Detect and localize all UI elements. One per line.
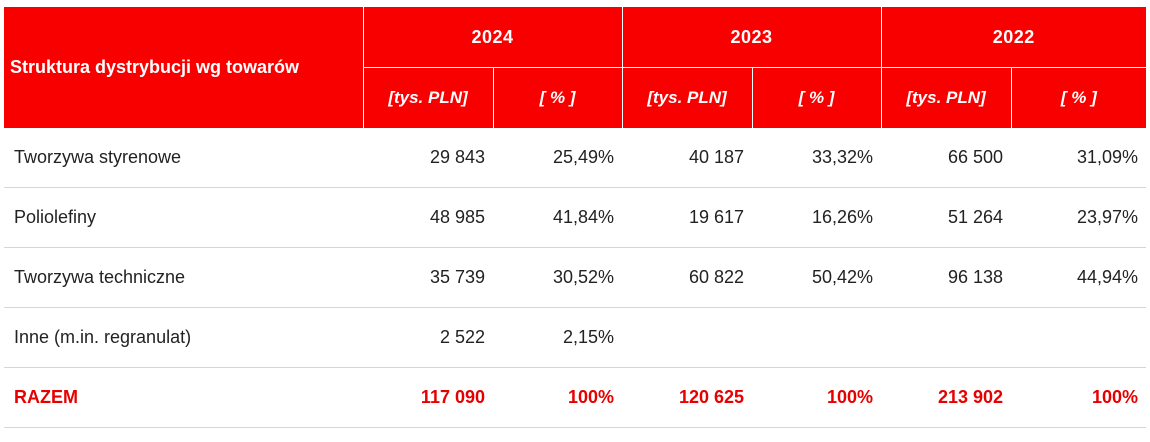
cell-value-2024: 48 985 (363, 187, 493, 248)
cell-value-2024: 29 843 (363, 128, 493, 188)
table-row: Tworzywa techniczne 35 739 30,52% 60 822… (4, 247, 1147, 308)
cell-percent-2024: 25,49% (493, 128, 623, 188)
row-label: Inne (m.in. regranulat) (4, 307, 363, 368)
row-label: Tworzywa techniczne (4, 247, 363, 308)
header-row-years: Struktura dystrybucji wg towarów 2024 20… (4, 7, 1147, 128)
table-row: Poliolefiny 48 985 41,84% 19 617 16,26% … (4, 187, 1147, 248)
unit-header-value-2022: [tys. PLN] (880, 67, 1012, 128)
total-row: RAZEM 117 090 100% 120 625 100% 213 902 … (4, 367, 1147, 428)
distribution-structure-table: Struktura dystrybucji wg towarów 2024 20… (4, 7, 1147, 428)
total-percent-2022: 100% (1011, 367, 1147, 428)
table-row: Inne (m.in. regranulat) 2 522 2,15% (4, 307, 1147, 368)
cell-percent-2023: 33,32% (752, 128, 882, 188)
row-label: Tworzywa styrenowe (4, 128, 363, 188)
cell-value-2022: 96 138 (881, 247, 1012, 308)
total-value-2024: 117 090 (363, 367, 493, 428)
cell-value-2023: 60 822 (622, 247, 753, 308)
cell-value-2022: 51 264 (881, 187, 1012, 248)
total-value-2023: 120 625 (622, 367, 753, 428)
total-label: RAZEM (4, 367, 363, 428)
cell-percent-2022: 44,94% (1011, 247, 1147, 308)
total-value-2022: 213 902 (881, 367, 1012, 428)
cell-value-2022 (881, 307, 1012, 368)
header-row-units: [tys. PLN] [ % ] [tys. PLN] [ % ] [tys. … (4, 67, 1147, 128)
cell-value-2024: 2 522 (363, 307, 493, 368)
cell-percent-2023: 16,26% (752, 187, 882, 248)
unit-header-percent-2024: [ % ] (492, 67, 623, 128)
cell-value-2024: 35 739 (363, 247, 493, 308)
cell-percent-2024: 41,84% (493, 187, 623, 248)
cell-percent-2024: 2,15% (493, 307, 623, 368)
total-percent-2023: 100% (752, 367, 882, 428)
year-header-2023: 2023 (621, 7, 882, 68)
cell-value-2023: 19 617 (622, 187, 753, 248)
table-row: Tworzywa styrenowe 29 843 25,49% 40 187 … (4, 128, 1147, 188)
unit-header-value-2023: [tys. PLN] (621, 67, 753, 128)
row-label: Poliolefiny (4, 187, 363, 248)
unit-header-value-2024: [tys. PLN] (362, 67, 493, 128)
cell-value-2022: 66 500 (881, 128, 1012, 188)
cell-percent-2023 (752, 307, 882, 368)
cell-percent-2024: 30,52% (493, 247, 623, 308)
year-header-2022: 2022 (880, 7, 1147, 68)
cell-percent-2022: 23,97% (1011, 187, 1147, 248)
total-percent-2024: 100% (493, 367, 623, 428)
cell-value-2023 (622, 307, 753, 368)
cell-percent-2022 (1011, 307, 1147, 368)
cell-percent-2023: 50,42% (752, 247, 882, 308)
cell-percent-2022: 31,09% (1011, 128, 1147, 188)
year-header-2024: 2024 (362, 7, 623, 68)
distribution-table-container: Struktura dystrybucji wg towarów 2024 20… (4, 7, 1147, 428)
table-title: Struktura dystrybucji wg towarów (4, 7, 363, 128)
cell-value-2023: 40 187 (622, 128, 753, 188)
unit-header-percent-2023: [ % ] (751, 67, 882, 128)
unit-header-percent-2022: [ % ] (1010, 67, 1147, 128)
